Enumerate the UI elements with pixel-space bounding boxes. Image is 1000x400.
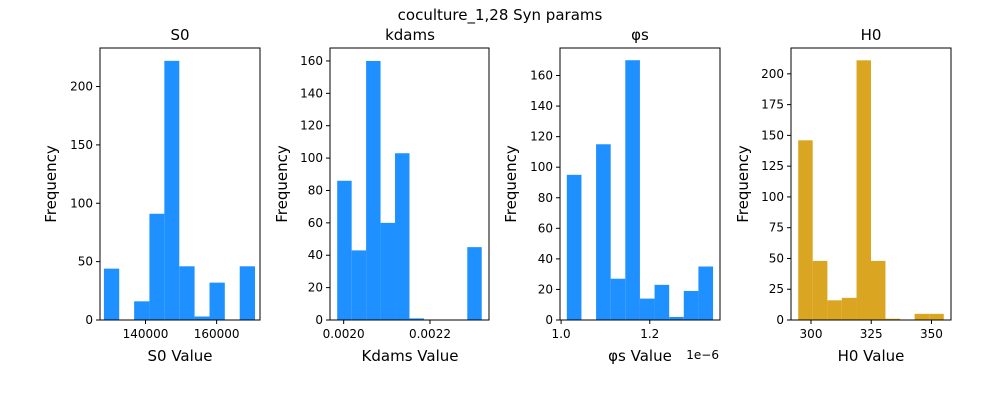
histogram-bar [929, 313, 944, 320]
histogram-bar [871, 260, 886, 320]
figure-suptitle: coculture_1,28 Syn params [398, 6, 603, 25]
x-axis-label: φs Value [608, 347, 672, 365]
y-tick-label: 60 [538, 221, 553, 235]
y-tick-label: 0 [85, 313, 93, 327]
panel-h0: H0 H0 Value Frequency 300 325 350 0 25 50 75 10… [734, 26, 952, 365]
histogram-bar [209, 282, 225, 320]
histogram-bar [103, 268, 120, 320]
y-tick-label: 100 [70, 196, 93, 210]
histogram-bar [179, 266, 195, 320]
histogram-bar [239, 266, 256, 320]
y-tick-label: 125 [761, 159, 784, 173]
x-axis-label: Kdams Value [362, 347, 459, 365]
histogram-bar [639, 298, 655, 320]
y-tick-label: 25 [769, 282, 784, 296]
x-axis-label: H0 Value [838, 347, 905, 365]
histogram-bar [914, 313, 930, 320]
y-tick-label: 140 [300, 86, 323, 100]
histogram-bar [134, 301, 150, 320]
histogram-bar [149, 213, 165, 320]
histogram-bar [467, 247, 482, 320]
y-tick-label: 50 [78, 255, 93, 269]
histogram-bar [351, 250, 367, 320]
panel-s0: S0 S0 Value Frequency 140000 160000 0 50 100… [42, 26, 261, 365]
panel-kdams: kdams Kdams Value Frequency 0.0020 0.0022… [273, 26, 490, 365]
y-tick-label: 80 [308, 183, 323, 197]
histogram-bar [366, 60, 381, 320]
y-axis-label: Frequency [734, 145, 752, 223]
y-tick-label: 20 [538, 282, 553, 296]
histogram-bar [841, 297, 857, 320]
histogram-bar [885, 318, 901, 320]
histogram-bar [654, 284, 670, 320]
histogram-bar [194, 316, 210, 320]
y-tick-label: 140 [530, 99, 553, 113]
y-tick-label: 50 [769, 251, 784, 265]
y-axis-label: Frequency [273, 145, 291, 223]
histogram-bar [596, 144, 611, 320]
y-tick-label: 20 [308, 281, 323, 295]
histogram-bar [164, 60, 180, 321]
histogram-bar [683, 290, 699, 320]
panel-title: φs [631, 26, 649, 44]
y-tick-label: 200 [70, 80, 93, 94]
y-tick-label: 60 [308, 216, 323, 230]
x-tick-label: 300 [800, 327, 823, 341]
histogram-bar [380, 222, 396, 320]
x-tick-label: 0.0020 [323, 327, 365, 341]
y-tick-label: 120 [530, 130, 553, 144]
y-axis-label: Frequency [502, 145, 520, 223]
y-tick-label: 100 [300, 151, 323, 165]
panel-title: kdams [385, 26, 435, 44]
histogram-bar [337, 180, 352, 320]
y-tick-label: 0 [545, 313, 553, 327]
y-tick-label: 150 [761, 128, 784, 142]
y-tick-label: 80 [538, 191, 553, 205]
plot-frame [329, 47, 490, 321]
histogram-bar [669, 316, 684, 320]
y-tick-label: 100 [761, 190, 784, 204]
histogram-bar [812, 260, 828, 320]
histogram-bar [827, 300, 842, 320]
y-tick-label: 40 [308, 248, 323, 262]
x-tick-label: 0.0022 [409, 327, 451, 341]
panel-phis: φs φs Value Frequency 1e−6 1.0 1.2 0 20 40 60… [502, 26, 721, 365]
y-tick-label: 100 [530, 160, 553, 174]
x-tick-label: 1.0 [552, 327, 571, 341]
x-axis-label: S0 Value [147, 347, 212, 365]
y-tick-label: 0 [776, 313, 784, 327]
histogram-bar [856, 60, 871, 321]
x-tick-label: 1.2 [640, 327, 659, 341]
x-tick-label: 325 [860, 327, 883, 341]
y-tick-label: 175 [761, 98, 784, 112]
histogram-bar [625, 60, 640, 320]
y-tick-label: 40 [538, 252, 553, 266]
y-tick-label: 160 [300, 54, 323, 68]
panel-title: S0 [170, 26, 189, 44]
y-tick-label: 160 [530, 69, 553, 83]
panel-title: H0 [861, 26, 882, 44]
x-tick-label: 160000 [194, 327, 240, 341]
y-axis-label: Frequency [42, 145, 60, 223]
y-tick-label: 75 [769, 221, 784, 235]
histogram-bar [566, 174, 582, 320]
histogram-bar [698, 266, 714, 320]
y-tick-label: 150 [70, 138, 93, 152]
histogram-bar [610, 278, 626, 320]
histogram-bar [798, 140, 813, 320]
plot-frame [99, 47, 261, 321]
x-offset-text: 1e−6 [686, 348, 719, 362]
histogram-bar [395, 153, 410, 320]
plot-frame [559, 47, 721, 321]
x-tick-label: 350 [920, 327, 943, 341]
histogram-bar [409, 318, 424, 320]
y-tick-label: 120 [300, 119, 323, 133]
y-tick-label: 0 [315, 313, 323, 327]
x-tick-label: 140000 [123, 327, 169, 341]
y-tick-label: 200 [761, 67, 784, 81]
